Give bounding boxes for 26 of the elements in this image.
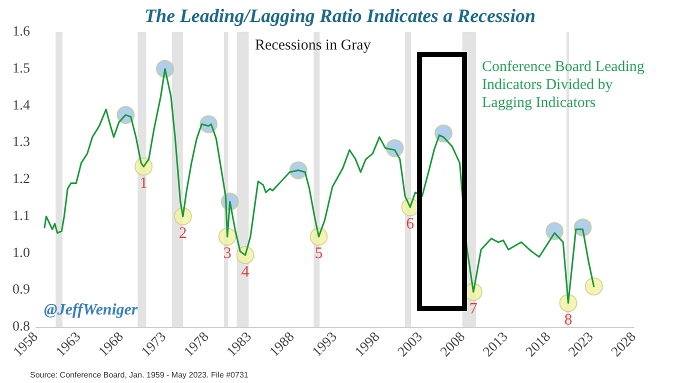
- y-tick-label: 1.4: [12, 98, 30, 114]
- annotation: 1: [140, 175, 148, 192]
- point: [546, 222, 564, 240]
- annotation: Conference Board Leading Indicators Divided by Lagging Indicators: [482, 59, 648, 111]
- y-tick-label: 1.6: [12, 24, 30, 40]
- chart-title: The Leading/Lagging Ratio Indicates a Recession: [144, 6, 536, 27]
- annotation: Recessions in Gray: [255, 38, 372, 54]
- y-tick-label: 1.3: [12, 135, 30, 150]
- y-tick-label: 1.2: [12, 172, 30, 187]
- annotation: 6: [406, 216, 414, 233]
- annotation: @JeffWeniger: [44, 302, 138, 318]
- annotation: 7: [469, 300, 478, 318]
- source-note: Source: Conference Board, Jan. 1959 - May 2023. File #0731: [30, 370, 249, 380]
- annotation: 8: [564, 312, 572, 329]
- y-tick-label: 0.9: [12, 282, 30, 298]
- y-tick-label: 1.0: [12, 246, 30, 261]
- y-tick-label: 0.8: [12, 320, 30, 334]
- point: [559, 294, 578, 312]
- annotation: 4: [241, 264, 250, 281]
- y-tick-label: 1.5: [12, 61, 30, 76]
- annotation: 2: [178, 224, 187, 242]
- point: [218, 228, 236, 246]
- point: [584, 277, 603, 296]
- y-tick-label: 1.1: [12, 208, 30, 224]
- annotation: 3: [223, 245, 232, 262]
- annotation: 5: [314, 245, 323, 262]
